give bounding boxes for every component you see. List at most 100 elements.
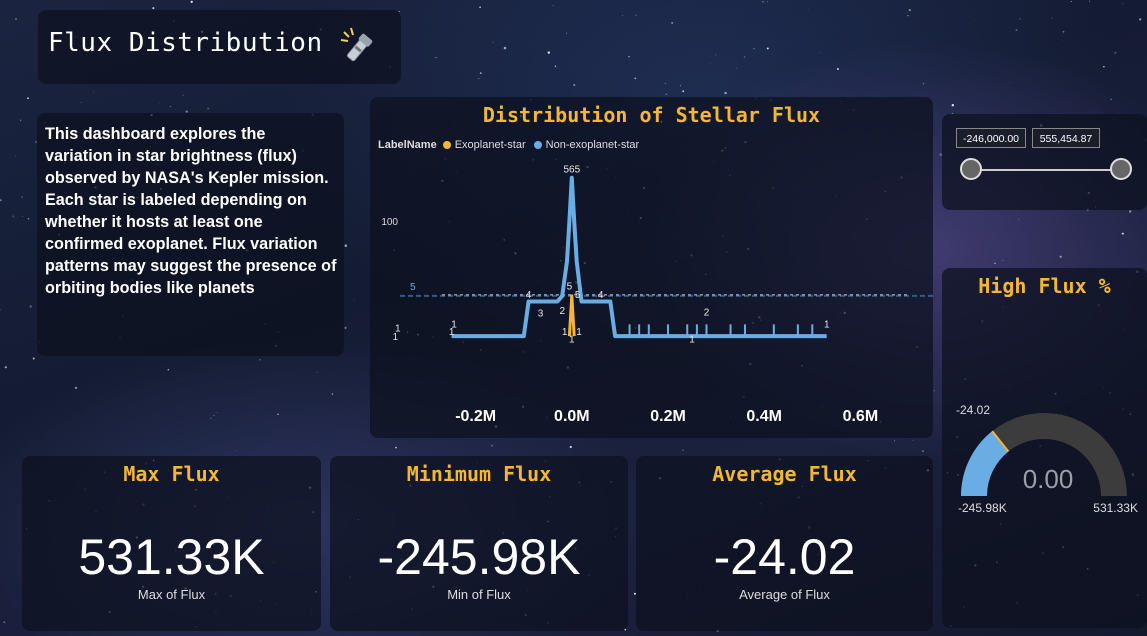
description-card: This dashboard explores the variation in… [37,113,344,356]
star [3,621,6,624]
data-label: 1 [824,320,830,331]
star [235,450,237,452]
star [207,107,210,110]
star [301,451,302,453]
star [80,102,82,103]
star [354,299,356,301]
star [316,371,318,373]
star [27,217,30,220]
star [277,413,279,415]
star [547,51,550,54]
y-tick-label: 100 [381,217,398,228]
data-label: 4 [598,290,604,301]
star [4,366,7,369]
star [344,326,347,329]
data-label: 2 [559,306,565,317]
slider-track[interactable] [972,169,1120,171]
star [1139,18,1142,21]
star [743,56,746,58]
data-label: 5 [575,290,581,301]
high-flux-gauge-card: High Flux % -24.02 0.00 -245.98K 531.33K [942,268,1147,628]
gauge-chart[interactable]: -24.02 0.00 -245.98K 531.33K [942,368,1147,628]
reference-line-label: 5 [410,282,416,293]
star [951,103,955,107]
slider-max-handle[interactable] [1110,158,1132,180]
legend-item-non-exoplanet[interactable]: Non-exoplanet-star [545,139,640,151]
star [15,155,16,157]
star [478,78,480,80]
star [762,1,764,3]
star [34,140,38,144]
star [19,119,22,122]
star [12,215,15,218]
kpi-label-max: Max of Flux [137,587,206,602]
kpi-label-average: Average of Flux [739,587,830,602]
star [27,97,29,100]
data-label: 3 [538,308,544,319]
star [906,86,908,88]
star [1110,98,1112,101]
star [680,85,681,87]
star [22,215,23,217]
legend-dot-exoplanet [442,141,451,149]
star [74,386,78,390]
flux-range-slicer[interactable]: -246,000.00 555,454.87 [942,114,1147,210]
star [1128,210,1132,213]
description-text: This dashboard explores the variation in… [45,125,337,297]
star [735,67,737,69]
x-tick-label: 0.0M [554,408,590,425]
star [21,196,23,198]
slider-min-input[interactable]: -246,000.00 [956,128,1026,148]
slider-max-input[interactable]: 555,454.87 [1032,128,1100,148]
slider-min-handle[interactable] [960,158,982,180]
gauge-target-marker [991,430,1010,453]
title-card: Flux Distribution [38,10,401,84]
data-label: 5 [567,281,573,292]
star [210,417,212,419]
star [1002,260,1004,261]
kpi-title-max: Max Flux [123,462,220,486]
star [724,91,727,95]
star [395,446,397,449]
star [167,368,170,371]
legend-title: LabelName [378,139,437,151]
star [715,54,717,56]
star [566,32,568,34]
star [628,55,630,58]
data-label: 4 [526,290,532,301]
kpi-value-max: 531.33K [78,529,265,585]
star [573,83,576,87]
star [1089,0,1091,2]
star [182,94,184,96]
data-label: 1 [562,327,568,338]
star [435,56,437,59]
legend-dot-non-exoplanet [533,141,542,149]
flux-distribution-chart-card[interactable]: Distribution of Stellar Flux LabelName E… [370,97,933,438]
star [344,244,347,247]
star [622,15,623,16]
star [216,412,218,414]
star [1018,218,1020,220]
chart-title: Distribution of Stellar Flux [482,103,821,127]
star [1019,18,1021,20]
star [820,52,821,54]
star [635,14,637,16]
star [331,393,334,395]
star [1117,112,1119,114]
star [807,8,809,10]
star [1062,30,1065,33]
data-label: 1 [569,334,575,345]
gauge-title: High Flux % [978,274,1111,298]
star [177,380,179,381]
series-line-non-exoplanet [451,175,827,339]
star [1051,17,1053,19]
legend-item-exoplanet[interactable]: Exoplanet-star [454,139,526,151]
star [213,414,215,416]
min-flux-card: Minimum Flux -245.98K Min of Flux [330,456,628,631]
data-label: 565 [563,164,580,175]
star [907,14,909,17]
star [767,1,768,3]
star [951,112,953,115]
star [554,65,557,67]
